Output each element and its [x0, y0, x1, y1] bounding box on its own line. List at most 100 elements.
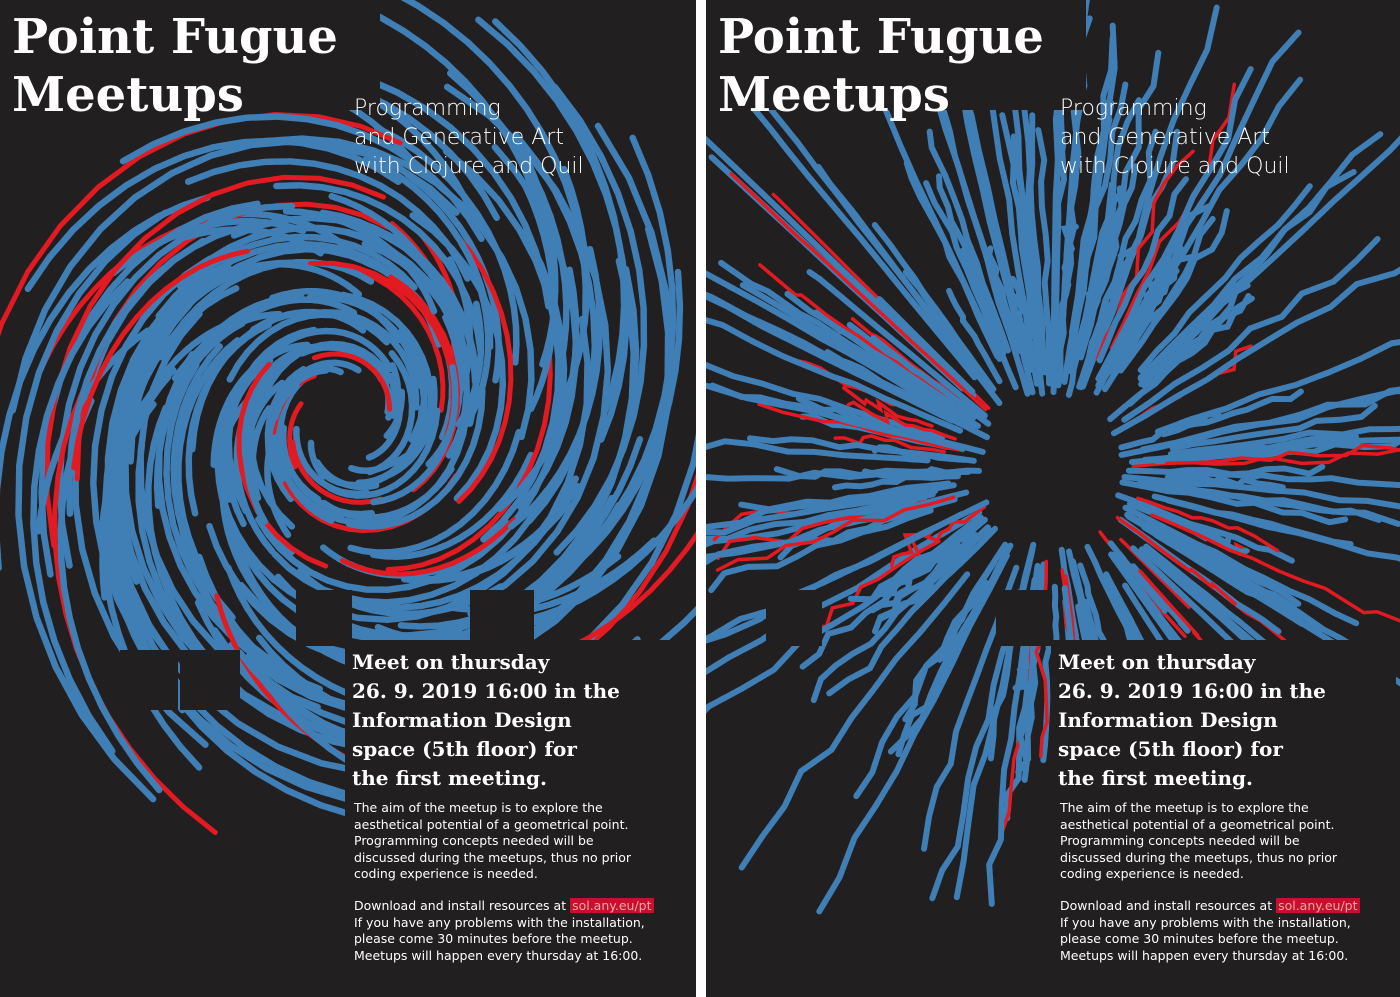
meet-line: Meet on thursday	[1058, 650, 1256, 674]
blue-stroke	[226, 311, 390, 383]
blue-stroke	[1138, 135, 1400, 388]
blue-stroke	[1154, 339, 1400, 435]
blue-stroke	[706, 509, 983, 676]
red-stroke	[311, 351, 393, 412]
blue-stroke	[1058, 223, 1079, 346]
meet-line: space (5th floor) for	[352, 737, 577, 761]
blue-stroke	[24, 137, 402, 293]
blue-stroke	[706, 487, 939, 536]
blue-stroke	[57, 397, 163, 794]
blue-stroke	[496, 266, 580, 512]
blue-stroke	[1102, 216, 1216, 393]
blue-stroke	[1169, 402, 1378, 452]
blue-stroke	[171, 310, 283, 382]
blue-stroke	[347, 428, 523, 556]
subtitle-line: Programming	[1060, 96, 1207, 121]
red-stroke	[758, 263, 956, 405]
blue-stroke	[986, 245, 1022, 355]
blue-stroke	[1121, 474, 1400, 510]
blue-stroke	[1164, 474, 1286, 491]
blue-stroke	[370, 364, 459, 506]
download-line: Download and install resources at sol.an…	[354, 898, 684, 915]
desc-line: discussed during the meetups, thus no pr…	[1060, 849, 1338, 865]
blue-stroke	[880, 542, 961, 608]
subtitle-line: and Generative Art	[1060, 125, 1270, 150]
blue-stroke	[163, 361, 294, 675]
blue-stroke	[269, 287, 402, 344]
poster-subtitle: Programming and Generative Art with Cloj…	[354, 94, 584, 181]
meet-line: Information Design	[1058, 708, 1278, 732]
blue-stroke	[507, 245, 604, 530]
blue-stroke	[1076, 246, 1136, 390]
info-line: please come 30 minutes before the meetup…	[1060, 931, 1339, 946]
blue-stroke	[1127, 293, 1252, 407]
blue-stroke	[902, 559, 998, 723]
title-line-2: Meetups	[718, 67, 950, 123]
blue-stroke	[313, 458, 380, 491]
resources-link[interactable]: sol.any.eu/pt	[570, 898, 654, 913]
meetup-announcement: Meet on thursday 26. 9. 2019 16:00 in th…	[352, 648, 682, 793]
download-line: Download and install resources at sol.an…	[1060, 898, 1390, 915]
blue-stroke	[1119, 479, 1349, 526]
blue-stroke	[30, 278, 131, 755]
red-stroke	[833, 434, 946, 454]
download-prefix: Download and install resources at	[354, 898, 571, 913]
blue-stroke	[946, 287, 1003, 385]
red-stroke	[1150, 513, 1400, 623]
blue-stroke	[38, 200, 261, 578]
blue-stroke	[551, 83, 648, 556]
blue-stroke	[1075, 181, 1115, 357]
mask-block	[996, 590, 1052, 646]
poster-subtitle: Programming and Generative Art with Cloj…	[1060, 94, 1290, 181]
blue-stroke	[1141, 433, 1359, 463]
blue-stroke	[271, 367, 330, 421]
download-prefix: Download and install resources at	[1060, 898, 1277, 913]
blue-stroke	[815, 163, 1003, 406]
blue-stroke	[184, 158, 471, 282]
mask-block	[180, 650, 240, 710]
blue-stroke	[462, 288, 492, 429]
blue-stroke	[825, 355, 990, 441]
blue-stroke	[230, 214, 479, 385]
blue-stroke	[99, 401, 157, 601]
desc-line: discussed during the meetups, thus no pr…	[354, 849, 632, 865]
red-stroke	[327, 261, 446, 413]
info-line: please come 30 minutes before the meetup…	[354, 931, 633, 946]
blue-stroke	[1137, 131, 1384, 381]
blue-stroke	[366, 350, 416, 476]
burst-generative-art	[706, 0, 1400, 997]
desc-line: The aim of the meetup is to explore the	[1060, 800, 1309, 815]
desc-line: aesthetical potential of a geometrical p…	[354, 816, 629, 832]
blue-stroke	[706, 135, 977, 399]
blue-stroke	[1167, 425, 1400, 458]
blue-stroke	[65, 218, 289, 517]
mask-block	[470, 590, 534, 646]
installation-info: Download and install resources at sol.an…	[354, 898, 684, 964]
blue-stroke	[1027, 112, 1048, 376]
red-stroke	[842, 386, 934, 428]
red-stroke	[44, 174, 386, 548]
subtitle-line: Programming	[354, 96, 501, 121]
blue-stroke	[1141, 281, 1252, 389]
blue-stroke	[876, 296, 976, 395]
blue-stroke	[1135, 517, 1325, 632]
red-stroke	[846, 400, 957, 441]
red-stroke	[450, 228, 514, 504]
resources-link[interactable]: sol.any.eu/pt	[1276, 898, 1360, 913]
subtitle-line: with Clojure and Quil	[354, 154, 584, 179]
blue-stroke	[1130, 563, 1191, 634]
blue-stroke	[243, 395, 268, 525]
blue-stroke	[239, 260, 363, 298]
red-stroke	[287, 401, 304, 470]
blue-stroke	[1095, 66, 1254, 382]
blue-stroke	[747, 435, 977, 464]
title-line-1: Point Fugue	[718, 9, 1044, 65]
blue-stroke	[135, 441, 409, 755]
meetup-description: The aim of the meetup is to explore the …	[1060, 800, 1380, 883]
blue-stroke	[1035, 127, 1053, 387]
blue-stroke	[706, 361, 946, 441]
blue-stroke	[706, 517, 983, 714]
blue-stroke	[383, 388, 406, 439]
blue-stroke	[389, 362, 402, 419]
blue-stroke	[706, 438, 931, 464]
